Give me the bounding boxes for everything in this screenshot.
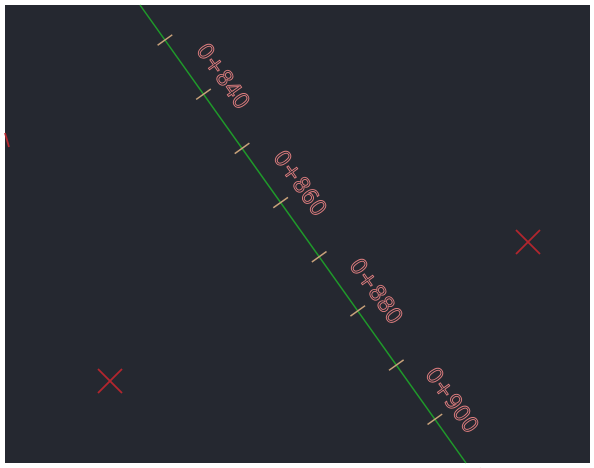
station-tick <box>311 250 327 263</box>
alignment-line <box>139 4 467 464</box>
station-tick <box>195 88 212 101</box>
station-tick <box>157 34 173 46</box>
station-tick <box>272 196 289 209</box>
point-marker-partial <box>4 132 10 148</box>
drawing-area <box>5 5 590 463</box>
point-marker <box>515 229 541 255</box>
station-tick <box>349 305 366 317</box>
station-tick <box>388 359 405 371</box>
station-tick <box>234 142 250 155</box>
station-ticks <box>157 34 481 468</box>
point-marker <box>97 368 123 394</box>
station-tick <box>427 413 443 426</box>
